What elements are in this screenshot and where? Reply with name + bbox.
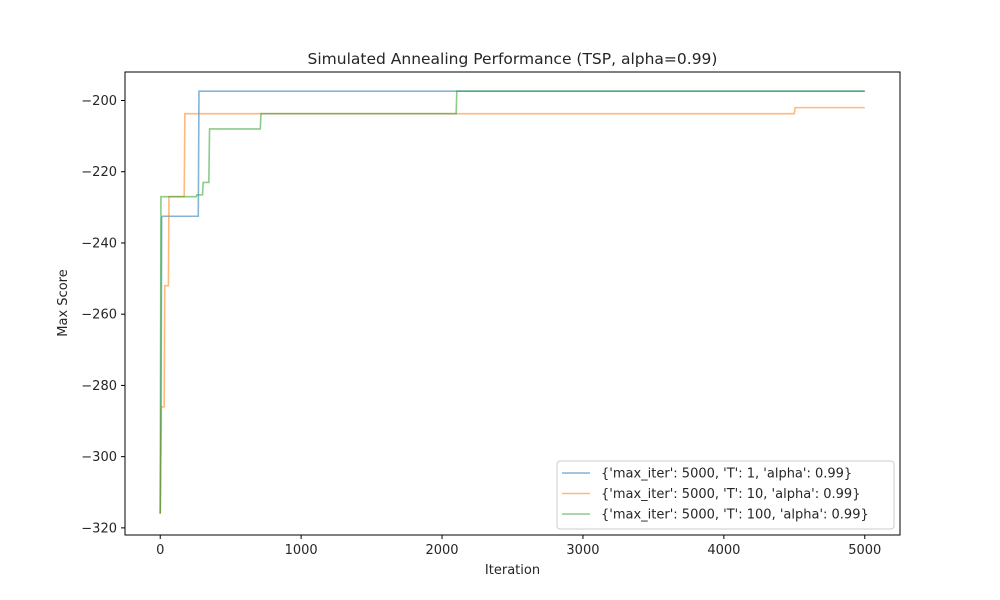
y-tick-label: −240 (81, 236, 117, 251)
x-axis: 0 1000 2000 3000 4000 5000 (156, 535, 881, 558)
y-axis-label: Max Score (56, 269, 71, 336)
y-tick-label: −320 (81, 521, 117, 536)
series-line-3 (159, 90, 865, 514)
y-tick-label: −260 (81, 308, 117, 323)
plot-frame (124, 71, 901, 536)
y-tick-label: −300 (81, 450, 117, 465)
legend-box (556, 460, 895, 530)
legend: {'max_iter': 5000, 'T': 1, 'alpha': 0.99… (556, 460, 895, 530)
x-tick-label: 3000 (566, 543, 599, 558)
x-tick-label: 1000 (285, 543, 318, 558)
series-line-2 (159, 106, 865, 514)
y-tick-label: −200 (81, 94, 117, 109)
y-tick-label: −220 (81, 165, 117, 180)
y-axis: −320 −300 −280 −260 −240 −220 −200 (81, 94, 125, 536)
legend-label-2: {'max_iter': 5000, 'T': 10, 'alpha': 0.9… (601, 487, 860, 502)
x-tick-label: 4000 (707, 543, 740, 558)
legend-label-3: {'max_iter': 5000, 'T': 100, 'alpha': 0.… (601, 508, 869, 523)
x-axis-label: Iteration (485, 563, 540, 578)
legend-label-1: {'max_iter': 5000, 'T': 1, 'alpha': 0.99… (601, 467, 852, 482)
x-tick-label: 2000 (425, 543, 458, 558)
series-layer (159, 90, 865, 514)
x-tick-label: 5000 (848, 543, 881, 558)
x-tick-label: 0 (156, 543, 164, 558)
chart-title: Simulated Annealing Performance (TSP, al… (308, 50, 718, 68)
y-tick-label: −280 (81, 379, 117, 394)
